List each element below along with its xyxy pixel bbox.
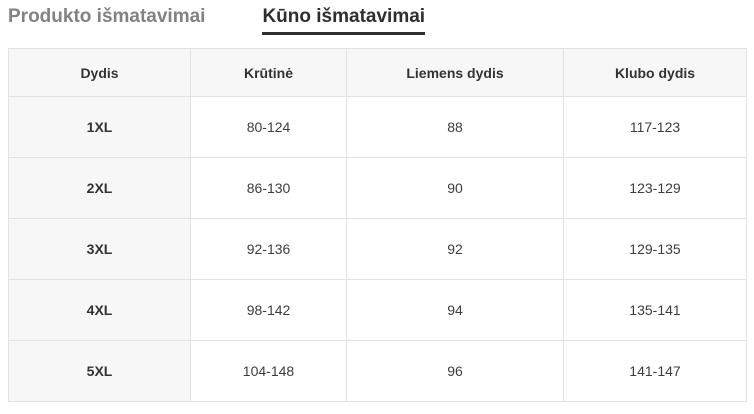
table-row: 5XL 104-148 96 141-147 (8, 340, 747, 402)
tab-product-measurements[interactable]: Produkto išmatavimai (8, 6, 206, 27)
chest-value: 86-130 (190, 157, 347, 219)
waist-value: 96 (346, 340, 564, 402)
waist-value: 94 (346, 279, 564, 341)
size-label: 4XL (8, 279, 191, 341)
size-label: 3XL (8, 218, 191, 280)
chest-value: 104-148 (190, 340, 347, 402)
size-label: 1XL (8, 96, 191, 158)
size-label: 2XL (8, 157, 191, 219)
hips-value: 135-141 (563, 279, 747, 341)
hips-value: 129-135 (563, 218, 747, 280)
hips-value: 123-129 (563, 157, 747, 219)
hips-value: 117-123 (563, 96, 747, 158)
chest-value: 80-124 (190, 96, 347, 158)
size-label: 5XL (8, 340, 191, 402)
chest-value: 92-136 (190, 218, 347, 280)
table-row: 3XL 92-136 92 129-135 (8, 218, 747, 280)
column-header-chest: Krūtinė (190, 48, 347, 97)
size-table: Dydis Krūtinė Liemens dydis Klubo dydis … (8, 48, 747, 402)
column-header-size: Dydis (8, 48, 191, 97)
table-header-row: Dydis Krūtinė Liemens dydis Klubo dydis (8, 48, 747, 97)
waist-value: 90 (346, 157, 564, 219)
waist-value: 92 (346, 218, 564, 280)
table-row: 1XL 80-124 88 117-123 (8, 96, 747, 158)
table-row: 4XL 98-142 94 135-141 (8, 279, 747, 341)
tab-body-measurements[interactable]: Kūno išmatavimai (262, 5, 426, 35)
table-row: 2XL 86-130 90 123-129 (8, 157, 747, 219)
size-chart-tabs: Produkto išmatavimai Kūno išmatavimai (0, 0, 754, 35)
column-header-hips: Klubo dydis (563, 48, 747, 97)
chest-value: 98-142 (190, 279, 347, 341)
column-header-waist: Liemens dydis (346, 48, 564, 97)
waist-value: 88 (346, 96, 564, 158)
hips-value: 141-147 (563, 340, 747, 402)
